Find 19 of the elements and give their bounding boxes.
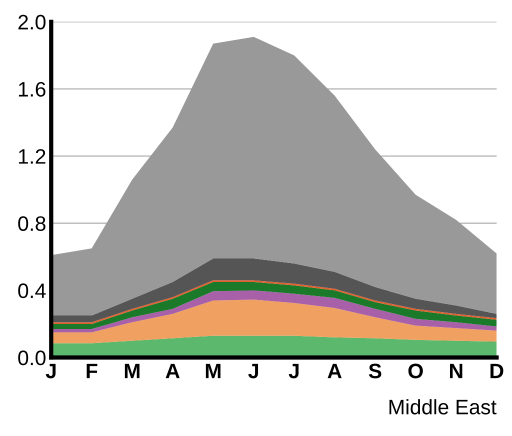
x-tick-label: A (166, 364, 180, 378)
x-tick-label: J (46, 364, 56, 378)
x-tick-label: J (248, 364, 258, 378)
x-tick-label: O (408, 364, 423, 378)
x-tick-label: A (328, 364, 342, 378)
x-tick-label: F (86, 364, 98, 378)
x-tick-label: N (450, 364, 462, 378)
y-tick-label: 1.2 (18, 149, 46, 164)
y-tick-label: 0.4 (18, 283, 46, 298)
x-tick-label: J (288, 364, 299, 378)
y-tick-label: 1.6 (18, 82, 46, 97)
x-tick-label: M (206, 364, 220, 378)
x-tick-label: S (368, 364, 382, 378)
x-tick-label: D (490, 364, 504, 378)
x-tick-label: M (124, 364, 140, 378)
text: Middle East (390, 399, 496, 414)
y-tick-label: 2.0 (18, 14, 46, 30)
y-tick-label: 0.8 (18, 216, 46, 231)
y-tick-label: 0.0 (18, 350, 46, 366)
